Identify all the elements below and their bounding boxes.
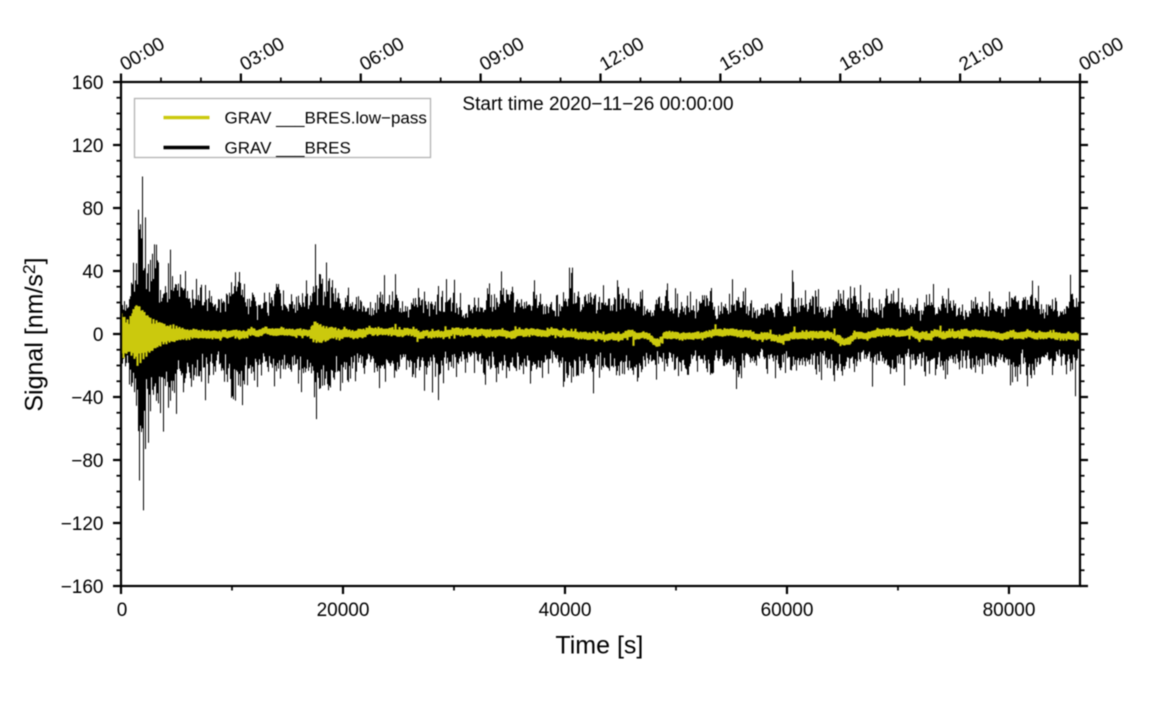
svg-text:GRAV ___BRES.low−pass: GRAV ___BRES.low−pass (225, 109, 427, 128)
svg-text:Time [s]: Time [s] (555, 632, 643, 660)
svg-text:0: 0 (93, 325, 104, 346)
svg-text:0: 0 (117, 600, 128, 621)
svg-text:40: 40 (82, 262, 103, 283)
svg-text:GRAV ___BRES: GRAV ___BRES (225, 138, 351, 157)
svg-text:120: 120 (72, 136, 104, 157)
svg-text:80000: 80000 (983, 600, 1036, 621)
svg-text:−80: −80 (71, 451, 103, 472)
svg-text:80: 80 (82, 199, 103, 220)
svg-text:Signal [nm/s2]: Signal [nm/s2] (19, 257, 49, 411)
svg-text:−160: −160 (61, 577, 104, 598)
svg-text:Start time 2020−11−26 00:00:00: Start time 2020−11−26 00:00:00 (462, 94, 733, 115)
svg-text:40000: 40000 (539, 600, 592, 621)
svg-text:20000: 20000 (317, 600, 370, 621)
svg-text:60000: 60000 (761, 600, 814, 621)
svg-text:−120: −120 (61, 514, 104, 535)
svg-text:−40: −40 (71, 388, 103, 409)
svg-text:160: 160 (72, 73, 104, 94)
